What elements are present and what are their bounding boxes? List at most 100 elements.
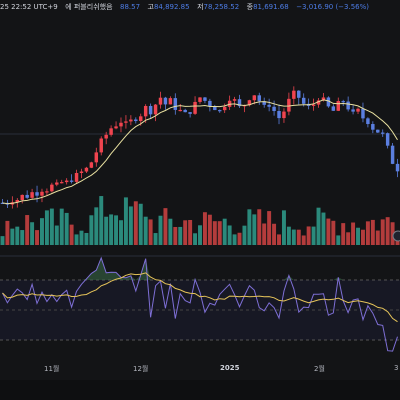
candle-body bbox=[173, 98, 178, 110]
volume-bar bbox=[301, 235, 306, 245]
open-value: 88.57 bbox=[119, 3, 141, 11]
candlestick-series bbox=[0, 86, 400, 209]
candle-body bbox=[158, 97, 163, 105]
volume-bar bbox=[153, 233, 158, 245]
candle-body bbox=[287, 98, 291, 112]
candle-body bbox=[64, 180, 69, 183]
candle-body bbox=[272, 106, 276, 112]
x-label-mar: 3 bbox=[394, 364, 399, 372]
volume-bar bbox=[123, 197, 128, 245]
candle-body bbox=[20, 194, 24, 201]
candle-body bbox=[297, 90, 301, 98]
candle-body bbox=[222, 106, 227, 111]
published-status: 에 퍼블리쉬했음 bbox=[65, 3, 113, 11]
candle-body bbox=[40, 191, 44, 196]
volume-bar bbox=[99, 196, 104, 245]
close-label: 종 bbox=[246, 3, 254, 11]
candle-body bbox=[262, 101, 266, 105]
candle-body bbox=[119, 122, 123, 127]
volume-bar bbox=[10, 228, 15, 245]
volume-bar bbox=[94, 207, 99, 245]
candle-body bbox=[203, 97, 207, 101]
volume-bar bbox=[217, 221, 222, 245]
volume-bar bbox=[281, 210, 286, 245]
volume-bar bbox=[252, 214, 257, 245]
volume-bar bbox=[390, 222, 395, 245]
volume-bar bbox=[262, 223, 267, 245]
volume-bar bbox=[286, 226, 291, 245]
candle-body bbox=[331, 106, 336, 111]
volume-bar bbox=[375, 230, 380, 245]
scroll-to-latest-icon[interactable] bbox=[392, 230, 400, 242]
candle-body bbox=[346, 101, 350, 110]
candle-body bbox=[326, 97, 331, 107]
candle-body bbox=[208, 100, 212, 107]
volume-bar bbox=[44, 210, 49, 245]
price-chart[interactable] bbox=[0, 0, 400, 360]
volume-bar bbox=[193, 233, 198, 245]
rsi-ma-line bbox=[2, 272, 398, 323]
volume-bar bbox=[365, 221, 370, 245]
volume-bar bbox=[25, 215, 30, 245]
volume-bar bbox=[370, 219, 375, 245]
volume-bar bbox=[148, 219, 153, 245]
timestamp: 25 22:52 UTC+9 bbox=[0, 3, 58, 11]
candle-body bbox=[267, 104, 271, 107]
candle-body bbox=[163, 97, 168, 105]
volume-bar bbox=[35, 230, 40, 245]
candle-body bbox=[232, 99, 237, 101]
volume-bar bbox=[40, 218, 44, 245]
candle-body bbox=[257, 95, 261, 102]
candle-body bbox=[366, 118, 370, 125]
candle-body bbox=[311, 104, 316, 106]
candle-body bbox=[15, 200, 20, 203]
candle-body bbox=[316, 100, 321, 105]
volume-bar bbox=[173, 226, 178, 245]
volume-bar bbox=[15, 226, 20, 245]
candle-body bbox=[139, 116, 143, 122]
low-label: 저 bbox=[197, 3, 204, 11]
candle-body bbox=[114, 126, 118, 129]
change-value: −3,016.90 (−3.56%) bbox=[296, 3, 370, 11]
volume-bar bbox=[183, 220, 188, 245]
candle-body bbox=[183, 109, 187, 113]
candle-body bbox=[69, 180, 74, 182]
candle-body bbox=[193, 101, 197, 114]
volume-bar bbox=[346, 232, 351, 245]
time-axis: 11월 12월 2025 2월 3 bbox=[0, 360, 400, 380]
volume-bar bbox=[188, 219, 193, 245]
volume-bar bbox=[59, 208, 64, 245]
volume-bar bbox=[321, 212, 326, 245]
candle-body bbox=[356, 108, 360, 112]
volume-bar bbox=[198, 225, 202, 245]
volume-bar bbox=[79, 230, 84, 245]
volume-bar bbox=[89, 215, 94, 245]
volume-bar bbox=[178, 226, 183, 245]
candle-body bbox=[385, 133, 390, 146]
candle-body bbox=[282, 111, 286, 119]
volume-bar bbox=[69, 224, 74, 245]
volume-bar bbox=[306, 226, 311, 245]
volume-bar bbox=[277, 234, 281, 245]
volume-bar bbox=[336, 235, 341, 245]
volume-bar bbox=[143, 216, 148, 245]
volume-bar bbox=[351, 222, 356, 245]
volume-bar bbox=[360, 229, 365, 245]
volume-bar bbox=[54, 225, 59, 245]
volume-bar bbox=[385, 217, 390, 245]
candle-body bbox=[277, 111, 281, 119]
candle-body bbox=[35, 192, 39, 196]
volume-bar bbox=[0, 236, 5, 245]
candle-body bbox=[124, 121, 128, 123]
volume-bar bbox=[380, 219, 385, 245]
volume-bar bbox=[257, 209, 262, 245]
volume-bar bbox=[341, 223, 346, 245]
volume-bar bbox=[119, 220, 123, 245]
volume-bar bbox=[74, 234, 79, 245]
candle-body bbox=[321, 97, 326, 101]
x-label-nov: 11월 bbox=[44, 365, 60, 373]
volume-bar bbox=[331, 220, 336, 245]
volume-bar bbox=[232, 234, 237, 245]
candle-body bbox=[341, 101, 345, 103]
candle-body bbox=[148, 105, 153, 115]
